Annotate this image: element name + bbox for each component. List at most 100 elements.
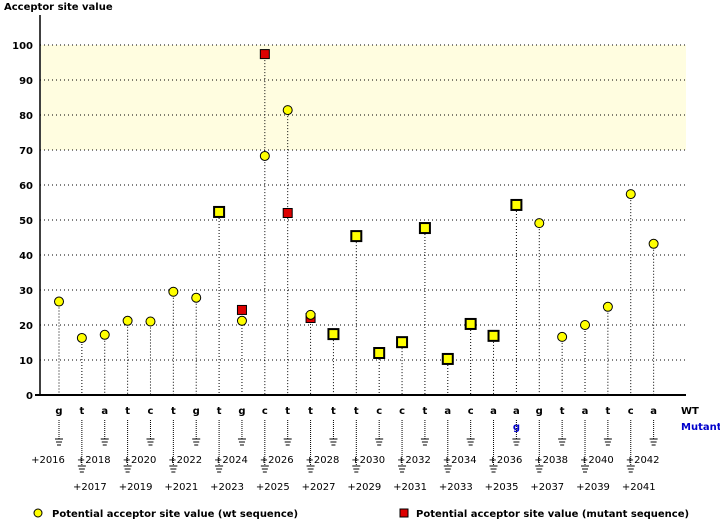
wt-base: c (399, 406, 405, 417)
mutant-marker (282, 208, 293, 218)
equal-value-marker (373, 347, 386, 359)
equal-value-marker (396, 336, 409, 349)
wt-marker (191, 292, 202, 303)
wt-base: t (423, 406, 428, 417)
wt-marker (145, 316, 156, 327)
highlight-band (41, 45, 686, 150)
position-label: +2027 (302, 482, 336, 493)
wt-base: c (628, 406, 634, 417)
wt-base: t (354, 406, 359, 417)
wt-base: c (262, 406, 268, 417)
wt-base: a (101, 406, 108, 417)
position-label: +2036 (488, 455, 522, 466)
equal-value-marker (213, 205, 226, 218)
y-tick-label: 80 (19, 111, 33, 122)
mutant-marker (236, 304, 247, 315)
position-label: +2026 (260, 455, 294, 466)
position-label: +2038 (534, 455, 568, 466)
wt-marker (648, 238, 659, 249)
y-tick-label: 100 (12, 41, 33, 52)
equal-value-marker (441, 352, 454, 365)
wt-base: c (468, 406, 474, 417)
mutant-marker (259, 49, 270, 60)
position-label: +2040 (580, 455, 614, 466)
y-tick-label: 10 (19, 356, 33, 367)
equal-value-marker (350, 230, 363, 243)
y-tick-label: 90 (19, 76, 33, 87)
y-tick-label: 60 (19, 181, 33, 192)
position-label: +2021 (164, 482, 198, 493)
position-label: +2033 (439, 482, 473, 493)
legend-mutant-label: Potential acceptor site value (mutant se… (416, 509, 689, 520)
wt-marker (99, 329, 110, 340)
position-label: +2032 (397, 455, 431, 466)
wt-marker (282, 105, 293, 116)
wt-base: c (376, 406, 382, 417)
wt-marker (76, 332, 87, 343)
legend: Potential acceptor site value (wt sequen… (33, 508, 689, 520)
position-label: +2035 (485, 482, 519, 493)
y-axis-title: Acceptor site value (4, 2, 113, 13)
y-tick-label: 40 (19, 251, 33, 262)
y-tick-label: 20 (19, 321, 33, 332)
mutant-row-label: Mutant (681, 422, 720, 433)
legend-mutant-marker (399, 508, 409, 518)
wt-base: a (582, 406, 589, 417)
position-label: +2037 (530, 482, 564, 493)
wt-marker (236, 315, 247, 326)
position-label: +2039 (576, 482, 610, 493)
y-tick-label: 0 (26, 391, 33, 402)
y-tick-label: 50 (19, 216, 33, 227)
position-label: +2042 (626, 455, 660, 466)
equal-value-marker (464, 317, 477, 330)
wt-base: t (560, 406, 565, 417)
position-label: +2030 (351, 455, 385, 466)
wt-base: t (308, 406, 313, 417)
position-label: +2019 (119, 482, 153, 493)
legend-wt-marker (33, 508, 43, 518)
wt-base: t (79, 406, 84, 417)
wt-marker (580, 320, 591, 330)
wt-marker (305, 309, 316, 320)
wt-marker (259, 150, 270, 161)
y-tick-label: 70 (19, 146, 33, 157)
wt-base: t (285, 406, 290, 417)
wt-marker (54, 296, 64, 307)
position-label: +2029 (347, 482, 381, 493)
equal-value-marker (327, 328, 340, 341)
wt-marker (602, 301, 613, 312)
wt-base: t (125, 406, 130, 417)
position-label: +2016 (31, 455, 65, 466)
wt-marker (625, 189, 636, 200)
y-tick-label: 30 (19, 286, 33, 297)
wt-base: t (217, 406, 222, 417)
equal-value-marker (487, 329, 500, 342)
mutant-base: g (513, 422, 520, 433)
position-label: +2031 (393, 482, 427, 493)
position-label: +2024 (214, 455, 248, 466)
position-label: +2023 (210, 482, 244, 493)
wt-marker (557, 331, 568, 342)
equal-value-marker (418, 222, 431, 235)
wt-row-label: WT (681, 406, 699, 417)
position-label: +2018 (77, 455, 111, 466)
wt-base: a (650, 406, 657, 417)
position-label: +2017 (73, 482, 107, 493)
wt-marker (534, 218, 545, 229)
wt-marker (122, 315, 133, 326)
wt-base: a (513, 406, 520, 417)
wt-base: g (536, 406, 543, 417)
wt-base: g (193, 406, 200, 417)
wt-base: g (238, 406, 245, 417)
position-label: +2034 (443, 455, 477, 466)
position-label: +2028 (306, 455, 340, 466)
equal-value-marker (510, 198, 523, 211)
wt-base: a (490, 406, 497, 417)
wt-base: t (171, 406, 176, 417)
wt-base: c (148, 406, 154, 417)
wt-marker (168, 286, 179, 297)
position-label: +2022 (168, 455, 202, 466)
legend-wt-label: Potential acceptor site value (wt sequen… (52, 509, 298, 520)
position-label: +2020 (123, 455, 157, 466)
